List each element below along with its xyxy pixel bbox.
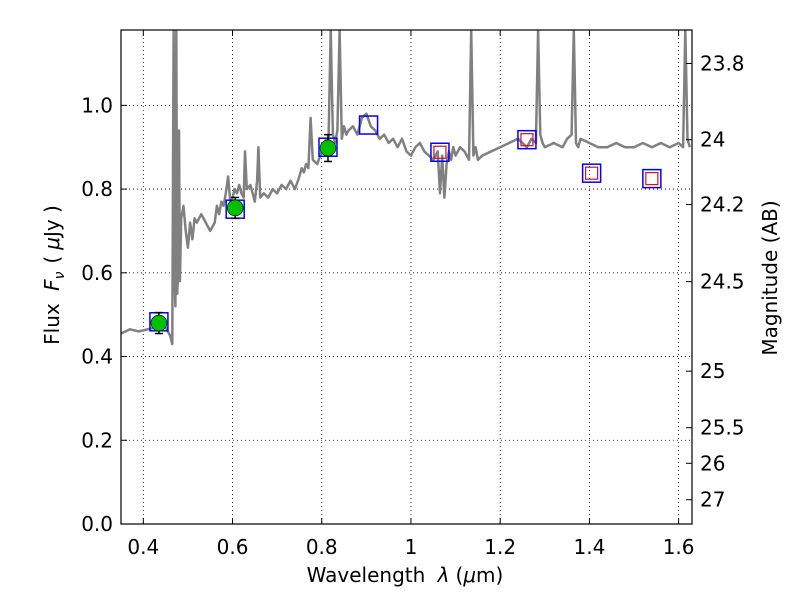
model-photometry-box [642, 168, 662, 189]
observed-photometry-points [150, 133, 337, 335]
observed-point [226, 199, 244, 217]
x-tick-label: 1.2 [484, 535, 516, 559]
x-axis-ticks: 0.4 0.6 0.8 1 1.2 1.4 1.6 [127, 30, 695, 559]
plot-frame [120, 29, 693, 525]
predicted-photometry-box [433, 145, 447, 159]
x-tick-label: 1.4 [573, 535, 605, 559]
y-tick-label: 0.8 [81, 177, 113, 201]
predicted-photometry-boxes [433, 133, 659, 186]
y-tick-label: 0.2 [81, 428, 113, 452]
model-photometry-box [430, 142, 450, 162]
predicted-photometry-box [520, 133, 534, 147]
model-photometry-box [517, 129, 537, 150]
y2-tick-label: 23.8 [700, 51, 745, 75]
y2-tick-label: 24.5 [700, 270, 745, 294]
x-tick-label: 1.6 [663, 535, 695, 559]
y-tick-label: 0.0 [81, 512, 113, 536]
y2-tick-label: 24 [700, 128, 725, 152]
y-tick-label: 0.4 [81, 345, 113, 369]
x-axis-label: Wavelength λ (μm) [307, 563, 504, 587]
observed-point [319, 139, 337, 157]
plot-area [121, 30, 692, 346]
y2-tick-label: 25 [700, 359, 725, 383]
y2-axis-ticks: 23.8 24 24.2 24.5 25 25.5 26 27 [686, 51, 745, 512]
y2-tick-label: 25.5 [700, 416, 745, 440]
y-tick-label: 1.0 [81, 93, 113, 117]
predicted-photometry-box [585, 166, 599, 180]
y-axis-ticks: 0.0 0.2 0.4 0.6 0.8 1.0 [81, 93, 127, 536]
x-tick-label: 0.4 [127, 535, 159, 559]
y2-axis-label: Magnitude (AB) [758, 200, 782, 355]
y-axis-label: Flux Fν(μJy ) [40, 205, 68, 345]
model-spectrum-line [121, 30, 692, 346]
x-tick-label: 0.8 [306, 535, 338, 559]
x-tick-label: 1 [405, 535, 418, 559]
y-tick-label: 0.6 [81, 261, 113, 285]
grid-lines [121, 30, 692, 525]
model-photometry-box [581, 163, 602, 183]
model-photometry-box [358, 115, 379, 135]
y2-tick-label: 26 [700, 451, 725, 475]
x-tick-label: 0.6 [217, 535, 249, 559]
predicted-photometry-box [645, 172, 659, 186]
observed-point [150, 314, 168, 332]
y2-tick-label: 24.2 [700, 193, 745, 217]
y2-tick-label: 27 [700, 488, 725, 512]
